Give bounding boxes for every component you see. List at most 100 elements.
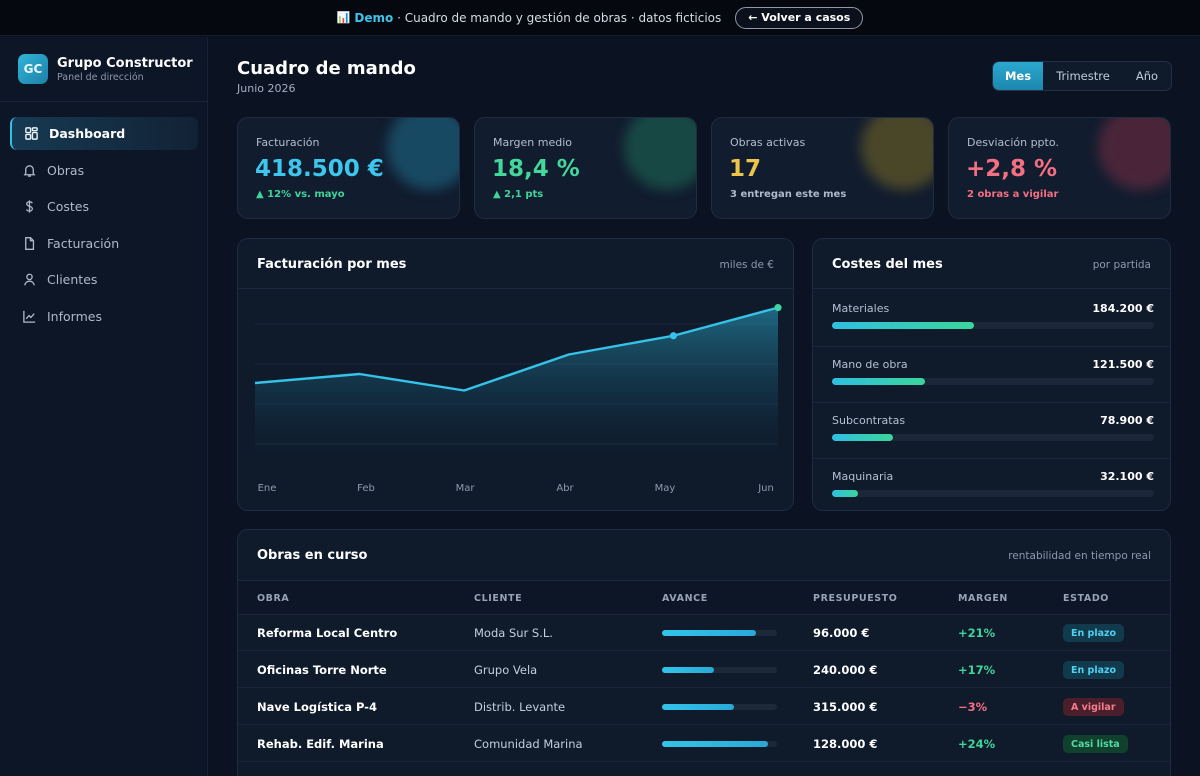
cost-value: 32.100 € (1100, 470, 1154, 483)
chart-point-may[interactable] (669, 332, 677, 340)
kpi-glow (624, 118, 696, 190)
x-tick-label: Mar (456, 483, 476, 494)
bell-icon (23, 164, 36, 177)
cost-label: Maquinaria (832, 470, 894, 483)
cost-divider (813, 458, 1170, 459)
column-header-avance[interactable]: AVANCE (662, 593, 708, 604)
sidebar-item-dashboard[interactable]: Dashboard (10, 117, 198, 150)
cell-obra: Reforma Local Centro (257, 626, 398, 640)
banner-demo-label: Demo (354, 10, 394, 25)
cell-margen: +17% (958, 663, 996, 677)
cost-item: Subcontratas 78.900 € (832, 414, 1154, 446)
column-header-presupuesto[interactable]: PRESUPUESTO (813, 593, 898, 604)
page-subtitle: Junio 2026 (237, 82, 296, 95)
dollar-icon (25, 200, 33, 213)
chart-point-jun[interactable] (774, 304, 782, 312)
panel-title: Obras en curso (257, 548, 368, 563)
table-row[interactable]: Reforma Local Centro Moda Sur S.L. 96.00… (238, 614, 1170, 651)
x-tick-label: Jun (757, 483, 774, 494)
user-icon (24, 273, 35, 286)
kpi-value: 418.500 € (255, 156, 384, 182)
kpi-card-margen: Margen medio 18,4 % ▲ 2,1 pts (474, 117, 697, 219)
kpi-card-desviacion: Desviación ppto. +2,8 % 2 obras a vigila… (948, 117, 1171, 219)
sidebar-item-label: Costes (47, 199, 89, 214)
back-to-cases-button[interactable]: ← Volver a casos (735, 6, 864, 29)
bar-chart-emoji-icon: 📊 (336, 11, 351, 24)
brand-text: Grupo Constructor Panel de dirección (57, 56, 193, 83)
cost-bar-fill (832, 434, 894, 441)
cost-item: Maquinaria 32.100 € (832, 470, 1154, 502)
period-option-mes[interactable]: Mes (993, 62, 1043, 90)
x-tick-label: Abr (556, 483, 574, 494)
kpi-note: ▲ 2,1 pts (493, 189, 544, 200)
sidebar-item-informes[interactable]: Informes (10, 300, 198, 333)
table-header: OBRA CLIENTE AVANCE PRESUPUESTO MARGEN E… (238, 580, 1170, 615)
cost-bar-track (832, 490, 1154, 497)
column-header-estado[interactable]: ESTADO (1063, 593, 1109, 604)
brand-name: Grupo Constructor (57, 55, 193, 71)
status-badge: A vigilar (1063, 698, 1124, 716)
sidebar-item-label: Clientes (47, 272, 98, 287)
x-tick-label: Feb (357, 483, 375, 494)
progress-fill (662, 630, 757, 636)
cost-label: Subcontratas (832, 414, 906, 427)
page-title: Cuadro de mando (237, 58, 416, 79)
sidebar-divider (0, 101, 208, 102)
column-header-cliente[interactable]: CLIENTE (474, 593, 523, 604)
cost-bar-track (832, 322, 1154, 329)
sidebar-item-label: Dashboard (49, 126, 126, 141)
chart-area-fill (255, 307, 778, 454)
cell-presupuesto: 96.000 € (813, 626, 870, 640)
progress-track (662, 630, 777, 636)
panel-title: Costes del mes (832, 257, 943, 272)
kpi-label: Desviación ppto. (967, 136, 1059, 149)
cell-margen: −3% (958, 700, 988, 714)
cell-presupuesto: 315.000 € (813, 700, 878, 714)
cell-margen: +21% (958, 626, 996, 640)
kpi-card-facturacion: Facturación 418.500 € ▲ 12% vs. mayo (237, 117, 460, 219)
x-tick-label: May (655, 483, 676, 494)
cell-presupuesto: 128.000 € (813, 737, 878, 751)
sidebar-item-obras[interactable]: Obras (10, 154, 198, 187)
table-row[interactable]: Rehab. Edif. Marina Comunidad Marina 128… (238, 725, 1170, 762)
chart-series-line (254, 306, 779, 392)
column-header-obra[interactable]: OBRA (257, 593, 290, 604)
period-option-trimestre[interactable]: Trimestre (1056, 69, 1110, 83)
cost-item: Materiales 184.200 € (832, 302, 1154, 334)
cell-obra: Nave Logística P-4 (257, 700, 377, 714)
sidebar-item-facturacion[interactable]: Facturación (10, 227, 198, 260)
grid-icon (25, 127, 38, 140)
banner-text-wrap: Demo · Cuadro de mando y gestión de obra… (354, 11, 721, 25)
cell-cliente: Comunidad Marina (474, 737, 583, 751)
progress-track (662, 704, 777, 710)
document-icon (25, 236, 35, 250)
progress-fill (662, 704, 735, 710)
sidebar: GC Grupo Constructor Panel de dirección … (0, 37, 208, 776)
table-row[interactable]: Oficinas Torre Norte Grupo Vela 240.000 … (238, 651, 1170, 688)
kpi-value: 17 (729, 156, 762, 182)
kpi-value: 18,4 % (492, 156, 580, 182)
kpi-label: Obras activas (730, 136, 806, 149)
sidebar-item-label: Informes (47, 308, 102, 324)
table-row[interactable]: Nave Logística P-4 Distrib. Levante 315.… (238, 688, 1170, 725)
panel-divider (238, 288, 793, 289)
progress-fill (662, 667, 714, 673)
cost-label: Materiales (832, 302, 890, 315)
cell-obra: Oficinas Torre Norte (257, 663, 387, 677)
sidebar-item-costes[interactable]: Costes (10, 190, 198, 223)
kpi-glow (1098, 118, 1170, 190)
demo-banner: 📊 Demo · Cuadro de mando y gestión de ob… (0, 0, 1200, 36)
sidebar-item-clientes[interactable]: Clientes (10, 263, 198, 296)
brand[interactable]: GC Grupo Constructor Panel de dirección (18, 54, 193, 84)
kpi-note: ▲ 12% vs. mayo (256, 189, 345, 200)
banner-text: · Cuadro de mando y gestión de obras · d… (397, 10, 722, 25)
costs-panel: Costes del mes por partida Materiales 18… (812, 238, 1171, 511)
x-tick-label: Ene (258, 483, 277, 494)
sidebar-nav: Dashboard Obras Costes Facturación Clien… (10, 117, 198, 336)
progress-track (662, 741, 777, 747)
column-header-margen[interactable]: MARGEN (958, 593, 1008, 604)
sidebar-item-label: Facturación (47, 235, 120, 251)
cost-bar-fill (832, 322, 974, 329)
period-option-ano[interactable]: Año (1135, 69, 1159, 83)
cost-value: 78.900 € (1100, 414, 1154, 427)
